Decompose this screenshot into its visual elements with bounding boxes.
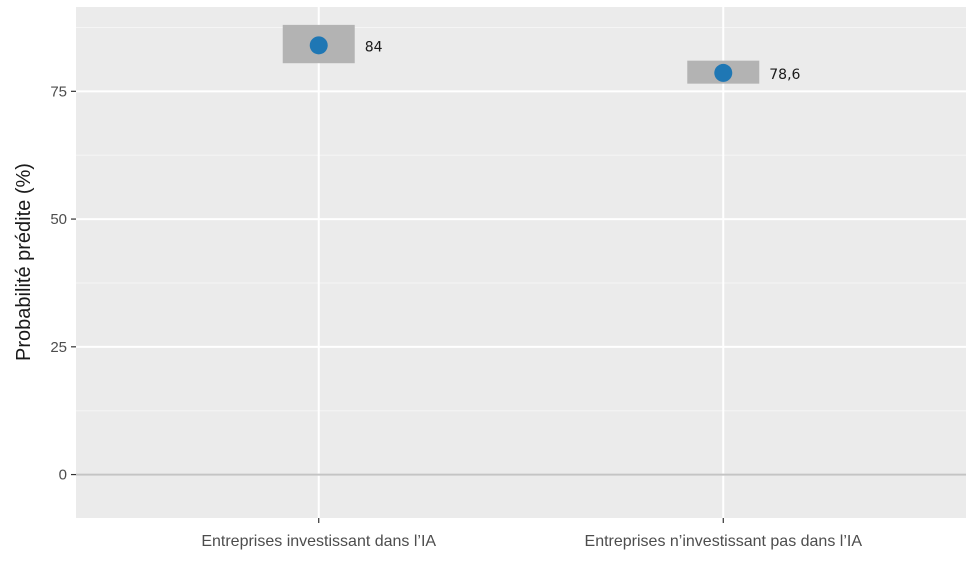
y-tick-label: 25 — [50, 339, 67, 356]
data-marks: 84 78,6 — [282, 24, 801, 84]
data-point — [714, 63, 733, 82]
data-label: 78,6 — [769, 67, 800, 83]
x-axis: Entreprises investissant dans l’IA Entrep… — [201, 518, 862, 550]
y-tick-label: 50 — [50, 211, 67, 228]
plot-panel — [76, 7, 966, 518]
x-tick-label: Entreprises investissant dans l’IA — [201, 533, 436, 550]
y-axis-title: Probabilité prédite (%) — [13, 163, 35, 361]
data-point — [309, 36, 328, 55]
y-tick-label: 75 — [50, 83, 67, 100]
data-label: 84 — [365, 39, 383, 55]
y-tick-label: 0 — [59, 467, 67, 484]
minor-gridlines — [76, 26, 966, 412]
x-tick-label: Entreprises n’investissant pas dans l’IA — [585, 533, 863, 550]
y-axis: 0 25 50 75 — [50, 83, 76, 484]
